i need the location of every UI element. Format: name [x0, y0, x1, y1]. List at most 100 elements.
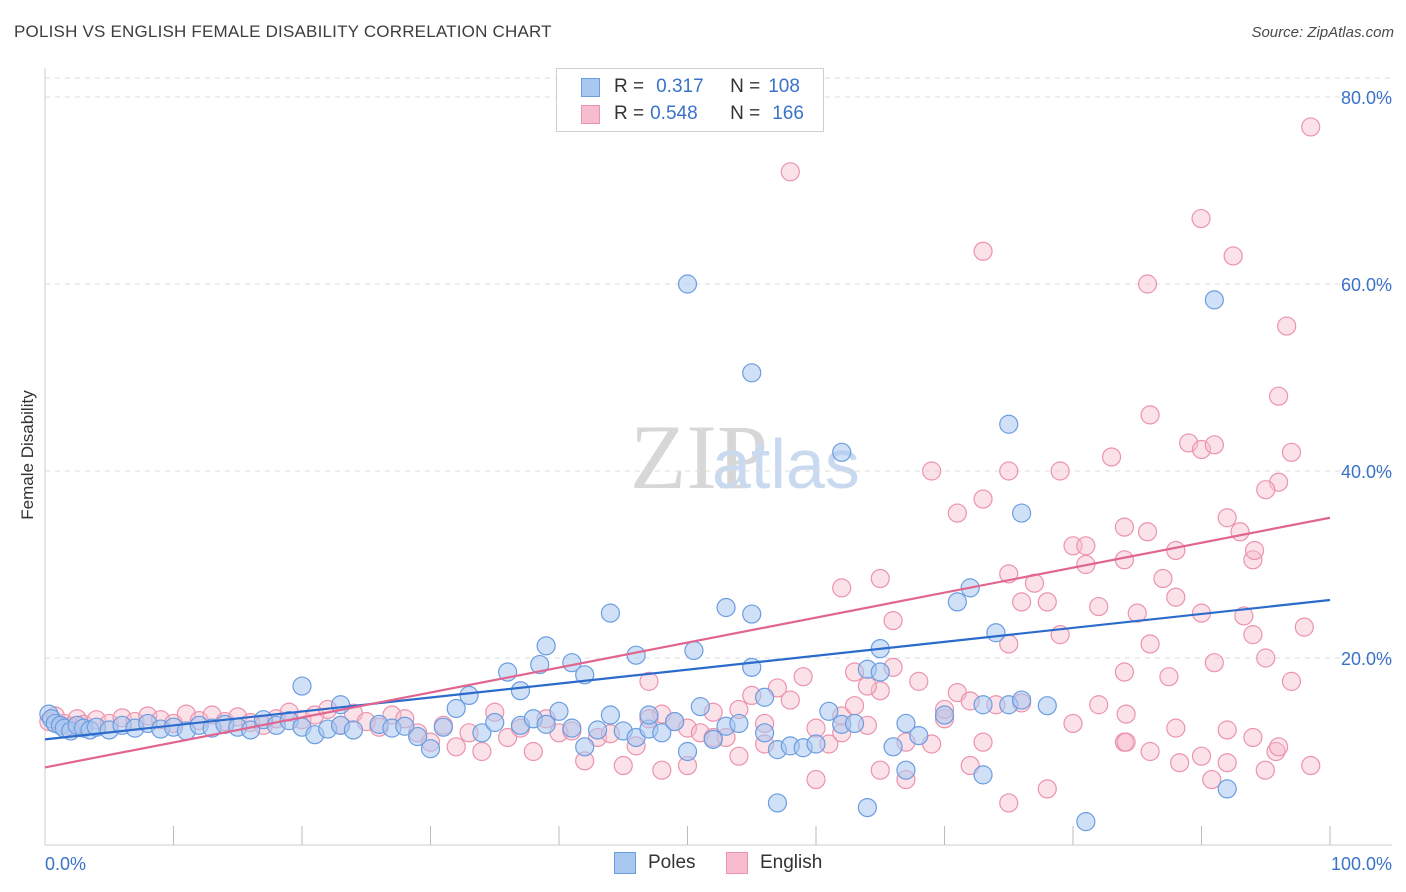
english-point	[1256, 648, 1276, 668]
poles-point	[1204, 290, 1224, 310]
poles-point	[408, 726, 428, 747]
english-point	[1116, 732, 1136, 752]
english-n-value: 166	[772, 103, 804, 124]
poles-point	[1076, 812, 1096, 832]
poles-r-label: R =	[614, 76, 645, 97]
poles-bottom-label: Poles	[648, 852, 696, 873]
english-point	[472, 741, 492, 762]
english-point	[1217, 720, 1237, 740]
english-point	[1204, 435, 1224, 455]
english-point	[767, 678, 788, 698]
poles-point	[575, 737, 595, 757]
english-point	[1281, 671, 1302, 691]
poles-swatch	[581, 77, 600, 97]
bottom-legend-poles: Poles	[614, 852, 696, 874]
poles-point	[703, 729, 723, 749]
poles-point	[1217, 779, 1237, 799]
english-r-label: R =	[614, 103, 645, 124]
english-point	[922, 461, 942, 481]
poles-point	[485, 712, 505, 733]
poles-point	[767, 793, 788, 813]
english-point	[1243, 625, 1263, 645]
y-tick-label: 20.0%	[1341, 649, 1392, 669]
poles-point	[530, 654, 550, 675]
watermark-atlas: atlas	[712, 425, 860, 503]
english-point	[857, 676, 878, 696]
english-point	[1204, 653, 1224, 673]
poles-point	[742, 363, 762, 383]
english-point	[1255, 760, 1275, 780]
poles-point	[343, 720, 363, 740]
english-point	[1140, 405, 1160, 425]
poles-point	[832, 442, 852, 462]
english-bottom-swatch	[726, 852, 748, 874]
poles-point	[934, 705, 955, 725]
poles-point	[395, 716, 415, 736]
poles-point	[729, 713, 749, 734]
poles-point	[819, 701, 839, 721]
english-point	[960, 755, 980, 776]
poles-point	[1011, 503, 1032, 523]
english-point	[1140, 634, 1160, 654]
english-point	[613, 755, 633, 776]
poles-point	[754, 723, 775, 743]
legend-row-poles: R = 0.317 N = 108	[581, 75, 800, 99]
english-point	[832, 578, 852, 598]
poles-point	[562, 718, 582, 738]
poles-point	[472, 723, 492, 743]
english-trend-line	[44, 516, 1331, 769]
english-point	[1166, 587, 1186, 607]
english-point	[1244, 540, 1265, 561]
poles-point	[1037, 696, 1057, 716]
poles-point	[433, 717, 453, 737]
poles-point	[600, 705, 621, 725]
english-point	[729, 746, 749, 766]
poles-point	[857, 797, 878, 818]
english-point	[1153, 568, 1173, 589]
y-tick-label: 60.0%	[1341, 275, 1392, 295]
english-point	[1301, 755, 1321, 776]
english-point	[1166, 718, 1186, 738]
english-point	[1137, 522, 1158, 542]
english-point	[498, 727, 518, 748]
english-point	[870, 760, 890, 780]
english-point	[1114, 517, 1135, 537]
english-point	[806, 769, 826, 790]
english-point	[1076, 536, 1096, 556]
english-point	[1230, 522, 1250, 542]
source-label: Source: ZipAtlas.com	[1251, 24, 1394, 41]
poles-point	[510, 681, 531, 701]
english-point	[1114, 662, 1135, 682]
poles-point	[896, 713, 916, 734]
english-point	[523, 741, 543, 762]
english-point	[1140, 741, 1160, 762]
poles-point	[677, 741, 698, 762]
poles-point	[420, 739, 441, 759]
english-point	[1063, 713, 1083, 734]
english-point	[1037, 779, 1057, 799]
english-point	[883, 610, 903, 631]
poles-point	[973, 765, 993, 785]
english-point	[999, 461, 1019, 481]
poles-point	[536, 714, 556, 734]
poles-n-label: N =	[730, 76, 761, 97]
english-swatch	[581, 104, 600, 124]
poles-point	[986, 623, 1006, 643]
poles-n-value: 108	[768, 76, 800, 97]
chart-title: POLISH VS ENGLISH FEMALE DISABILITY CORR…	[14, 22, 552, 41]
english-point	[1170, 753, 1190, 773]
english-point	[909, 671, 929, 691]
english-point	[652, 760, 672, 780]
english-point	[1137, 274, 1158, 294]
english-r-value: 0.548	[650, 103, 698, 124]
english-point	[1127, 603, 1147, 623]
english-point	[1037, 592, 1057, 612]
poles-point	[844, 713, 865, 734]
english-point	[870, 681, 890, 701]
poles-bottom-swatch	[614, 852, 636, 874]
english-point	[1202, 769, 1222, 790]
poles-point	[549, 701, 569, 721]
poles-point	[600, 603, 621, 623]
english-bottom-label: English	[760, 852, 823, 873]
